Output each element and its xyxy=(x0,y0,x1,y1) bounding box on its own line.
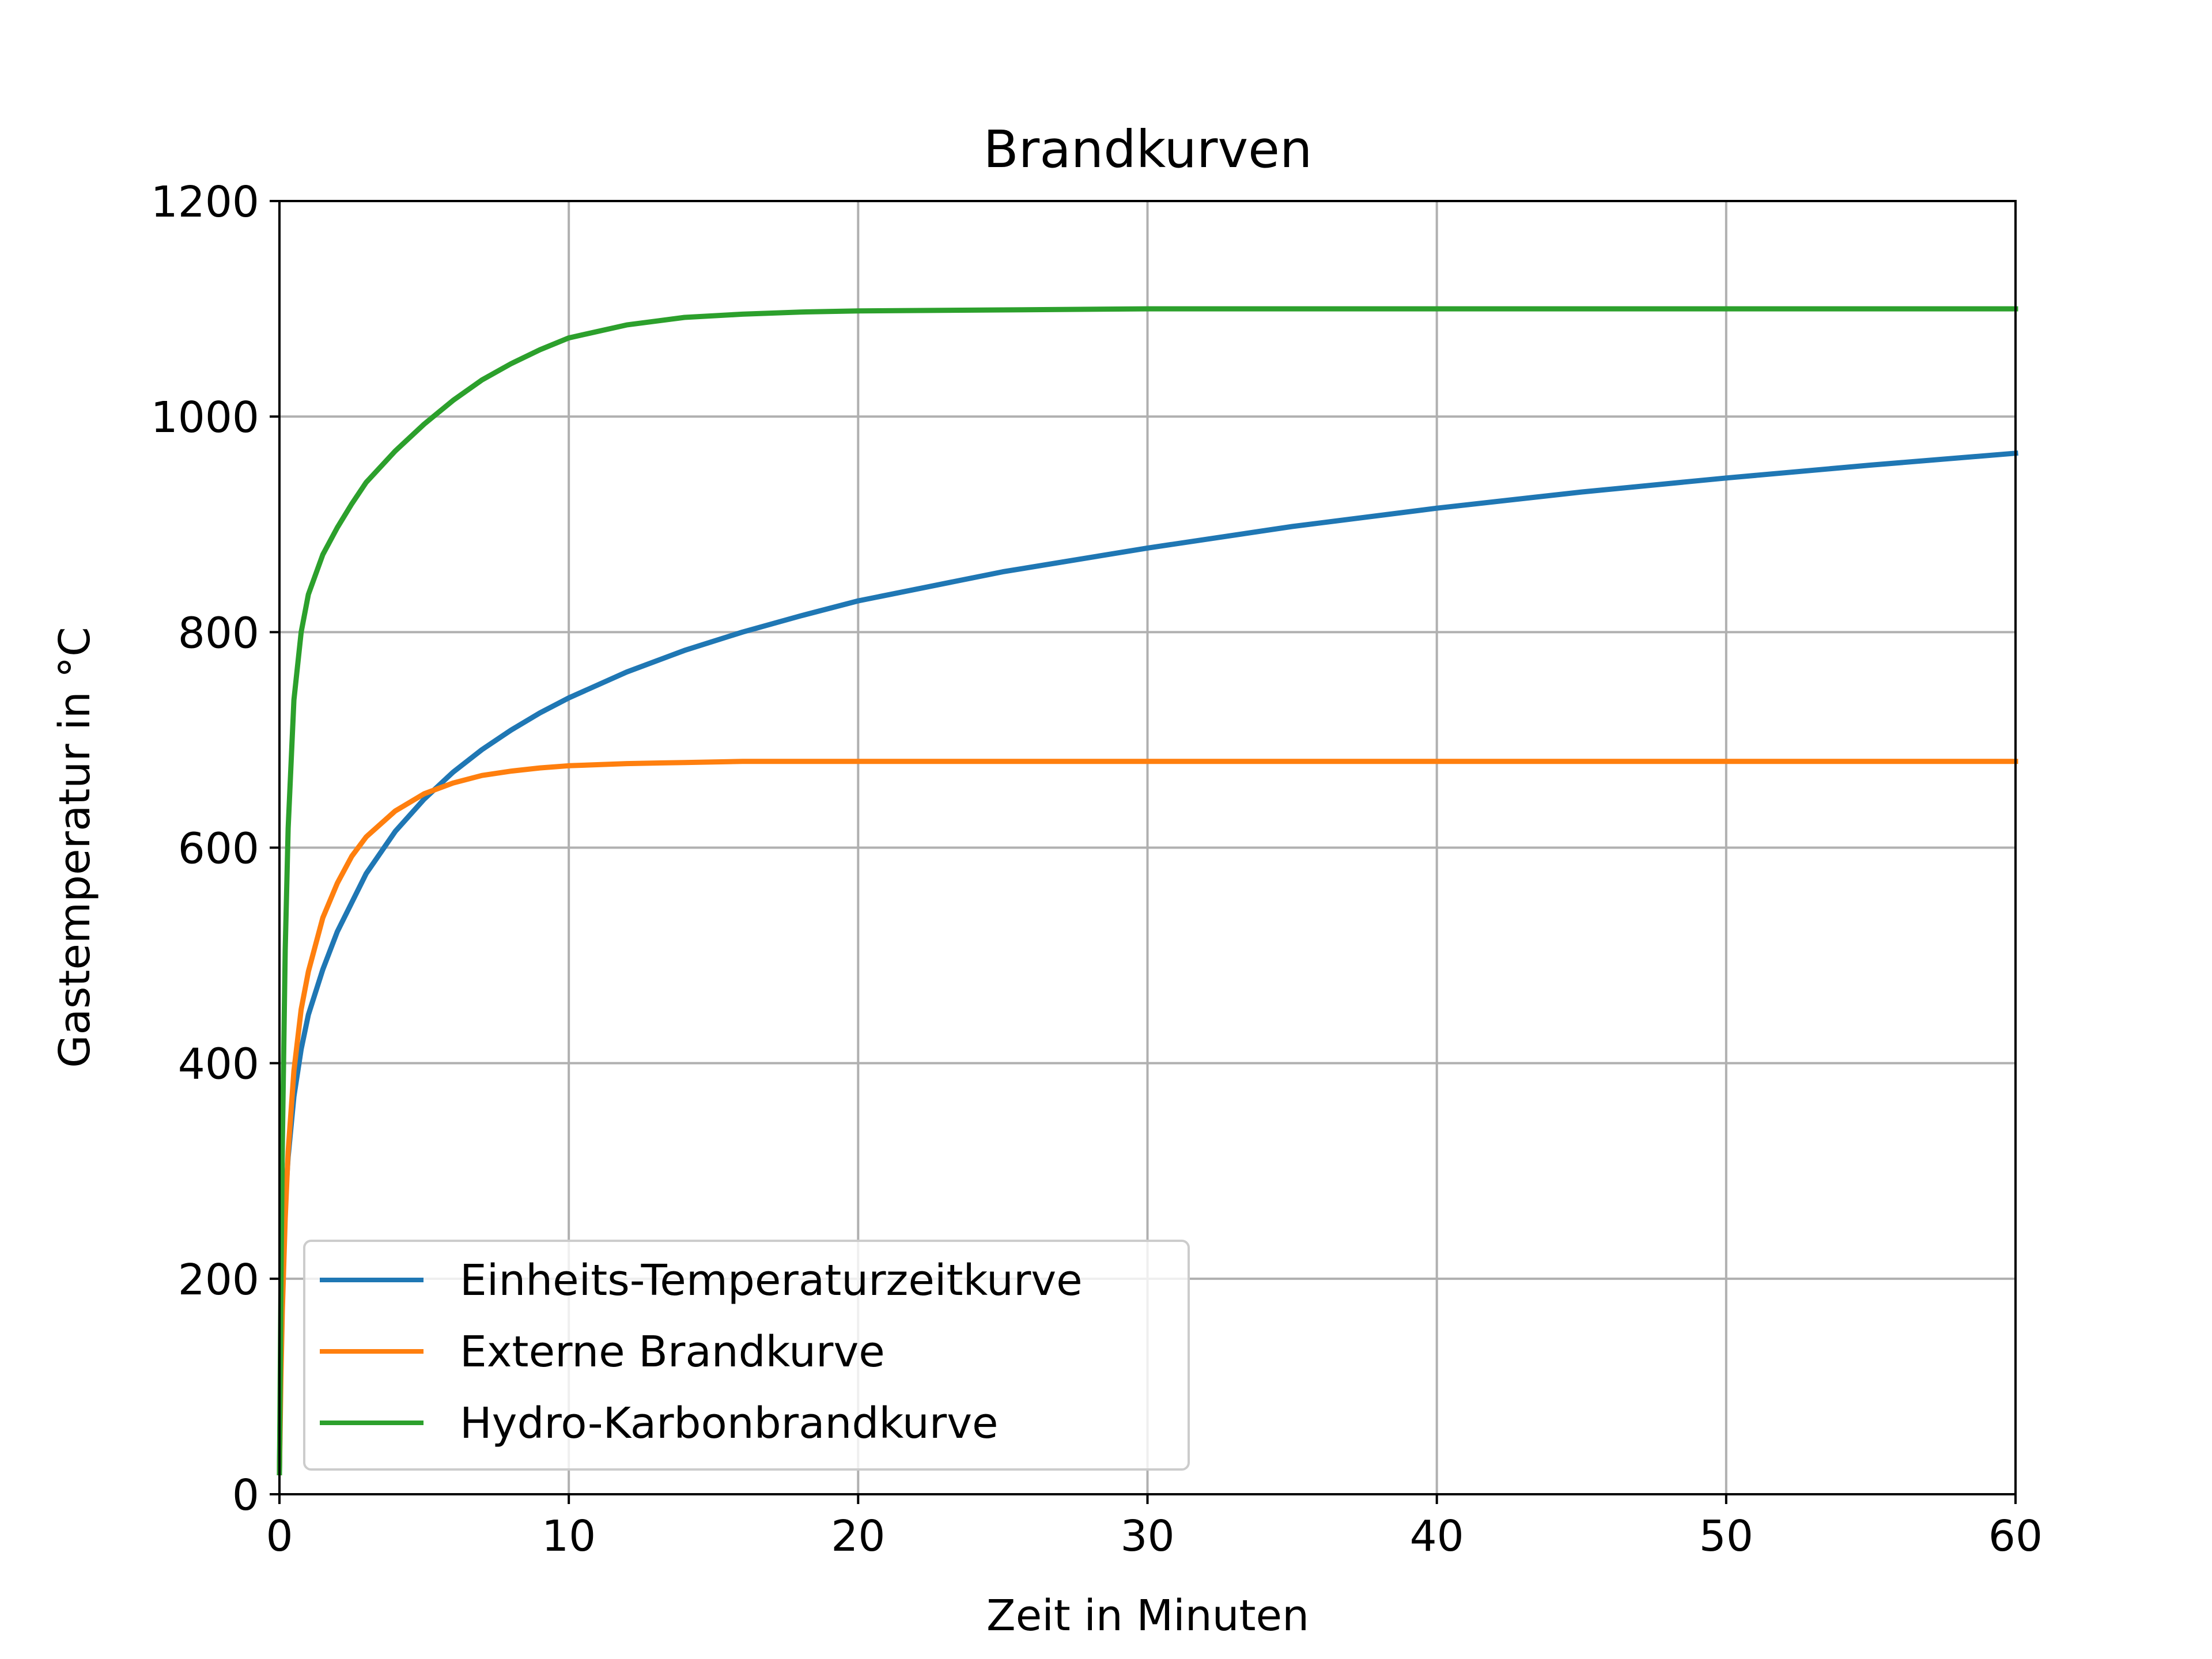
y-tick-label: 400 xyxy=(178,1040,259,1089)
x-tick-label: 30 xyxy=(1120,1512,1174,1561)
legend-label-extern: Externe Brandkurve xyxy=(460,1327,885,1377)
x-axis-ticks: 0 10 20 30 40 50 60 xyxy=(266,1494,2043,1561)
legend-label-hydrokarbon: Hydro-Karbonbrandkurve xyxy=(460,1399,999,1448)
legend-label-einheits: Einheits-Temperaturzeitkurve xyxy=(460,1256,1083,1305)
y-tick-label: 800 xyxy=(178,608,259,658)
y-axis-label: Gastemperatur in °C xyxy=(50,627,100,1068)
x-tick-label: 0 xyxy=(266,1512,293,1561)
x-tick-label: 60 xyxy=(1988,1512,2043,1561)
y-tick-label: 0 xyxy=(232,1471,259,1520)
legend-box xyxy=(303,1240,1190,1471)
y-tick-label: 600 xyxy=(178,824,259,874)
chart-title: Brandkurven xyxy=(984,119,1313,179)
legend: Einheits-Temperaturzeitkurve Externe Bra… xyxy=(303,1240,1190,1471)
data-series xyxy=(277,306,2018,1476)
x-tick-label: 40 xyxy=(1410,1512,1464,1561)
y-tick-label: 1200 xyxy=(151,177,259,227)
x-axis-label: Zeit in Minuten xyxy=(986,1591,1309,1641)
x-tick-label: 20 xyxy=(831,1512,885,1561)
y-tick-label: 200 xyxy=(178,1255,259,1305)
series-hydro-karbonbrandkurve xyxy=(277,306,2018,1476)
y-axis-ticks: 0 200 400 600 800 1000 1200 xyxy=(151,177,279,1520)
series-externe-brandkurve xyxy=(277,759,2018,1476)
x-tick-label: 50 xyxy=(1699,1512,1753,1561)
x-tick-label: 10 xyxy=(542,1512,596,1561)
y-tick-label: 1000 xyxy=(151,393,259,442)
